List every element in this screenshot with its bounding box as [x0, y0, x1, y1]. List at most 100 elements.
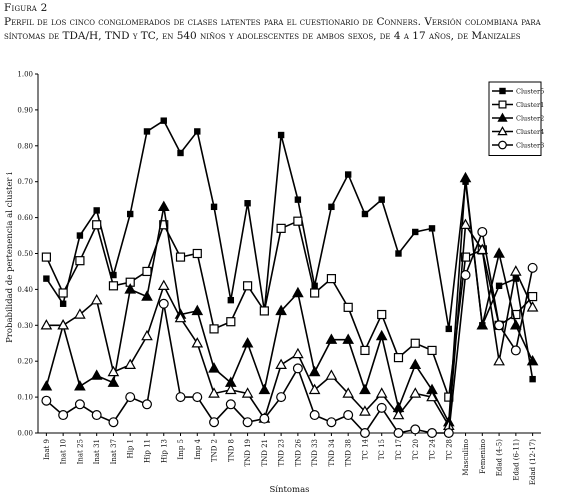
series-marker [124, 358, 137, 369]
series-marker [142, 266, 152, 277]
series-marker [326, 417, 337, 428]
series-marker [445, 325, 452, 333]
series-marker [292, 363, 303, 374]
x-tick-label: Imp 5 [177, 439, 185, 460]
series-marker [41, 252, 51, 262]
series-marker [227, 296, 235, 304]
series-marker [157, 200, 170, 211]
series-marker [359, 383, 371, 395]
series-marker [308, 383, 321, 395]
series-marker [359, 405, 371, 416]
series-marker [107, 376, 120, 387]
series-marker [242, 281, 253, 291]
x-tick-label: Masculino [462, 439, 470, 476]
x-tick-label: TND 8 [227, 439, 235, 462]
x-tick-label: Inat 31 [93, 439, 101, 464]
x-tick-label: TND 34 [328, 438, 336, 466]
x-tick-label: TC 20 [412, 439, 420, 460]
series-marker [409, 387, 422, 398]
x-tick-label: TND 33 [311, 439, 319, 467]
series-marker [409, 358, 422, 369]
series-marker [375, 329, 388, 341]
series-marker [378, 196, 385, 203]
series-marker [375, 387, 388, 398]
legend-label: Cluster1 [516, 101, 544, 109]
series-marker [191, 337, 204, 348]
series-marker [124, 283, 137, 294]
series-marker [275, 304, 287, 316]
series-marker [242, 417, 253, 428]
series-marker [194, 128, 201, 135]
series-marker [192, 248, 202, 259]
series-marker [40, 319, 53, 330]
legend-label: Cluster5 [516, 88, 544, 96]
series-marker [93, 207, 100, 214]
series-line [45, 229, 534, 435]
x-tick-label: TND 26 [294, 438, 302, 466]
series-marker [125, 392, 136, 403]
series-marker [342, 333, 355, 344]
x-tick-label: Inat 9 [43, 439, 51, 460]
series-marker [74, 399, 85, 410]
series-marker [141, 399, 152, 410]
series-marker [310, 288, 320, 298]
series-marker [293, 216, 303, 226]
x-tick-label: TC 14 [361, 438, 369, 460]
series-marker [209, 324, 219, 334]
x-tick-label: Edad (12-17) [529, 439, 537, 485]
series-marker [57, 319, 70, 330]
y-tick-label: 0.80 [17, 142, 33, 150]
series-marker [493, 247, 505, 258]
series-marker [395, 250, 402, 257]
series-marker [343, 302, 353, 312]
y-tick-label: 0.40 [17, 286, 33, 294]
series-marker [393, 353, 404, 363]
series-marker [495, 282, 503, 290]
x-tick-label: TND 2 [211, 439, 219, 462]
series-marker [108, 281, 119, 291]
series-marker [526, 301, 539, 312]
series-marker [75, 256, 85, 266]
series-marker [427, 428, 438, 439]
series-marker [191, 304, 204, 316]
series-marker [360, 345, 370, 356]
series-marker [225, 399, 236, 410]
series-marker [40, 380, 53, 391]
series-marker [241, 387, 254, 398]
x-tick-label: Hip 11 [144, 439, 152, 463]
figure-caption: Perfil de los cinco conglomerados de cla… [4, 16, 541, 42]
series-marker [177, 149, 184, 157]
series-marker [43, 275, 50, 282]
series-marker [192, 392, 203, 403]
series-marker [460, 252, 471, 262]
series-marker [527, 262, 538, 273]
series-marker [259, 413, 270, 424]
x-tick-label: TC 17 [395, 439, 403, 460]
series-cluster5 [43, 117, 536, 383]
series-marker [477, 226, 488, 237]
series-marker [328, 203, 335, 211]
series-cluster3 [41, 226, 538, 439]
series-marker [476, 319, 489, 330]
series-marker [292, 286, 304, 298]
series-marker [309, 410, 320, 421]
x-tick-label: Inat 25 [76, 439, 84, 464]
series-marker [499, 87, 506, 95]
series-marker [426, 390, 438, 402]
series-marker [174, 311, 187, 323]
series-marker [58, 410, 69, 421]
series-marker [141, 329, 153, 341]
series-marker [226, 317, 236, 327]
series-cluster4 [40, 218, 539, 430]
series-marker [342, 387, 355, 398]
series-marker [90, 293, 103, 305]
series-marker [275, 358, 287, 369]
series-marker [493, 354, 505, 366]
series-marker [377, 309, 387, 320]
series-marker [428, 225, 436, 232]
x-axis-ticks: Inat 9 Inat 10 Inat 25 Inat 31 Inat 37 Hip 1 H… [43, 433, 537, 485]
legend-item: Cluster5 [492, 88, 544, 96]
series-marker [509, 265, 522, 276]
series-marker [58, 288, 68, 298]
series-marker [393, 428, 404, 439]
